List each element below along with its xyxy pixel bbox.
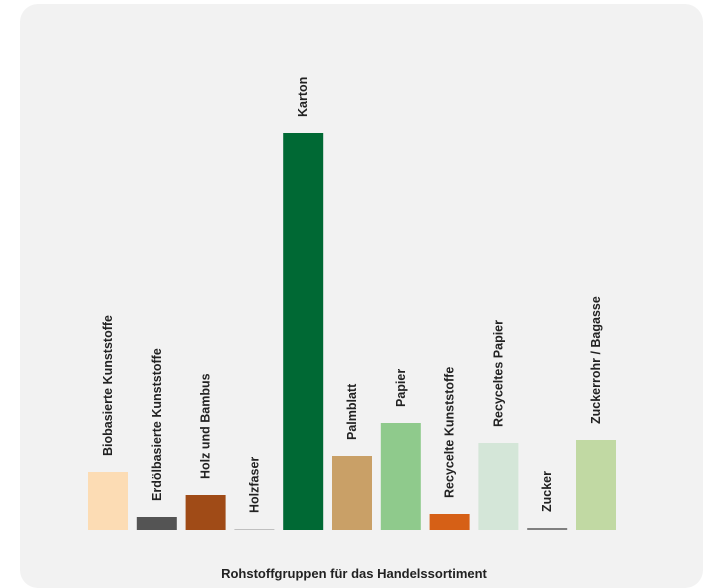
- bar-label-4: Karton: [296, 77, 310, 117]
- bar-9: [527, 528, 568, 530]
- bar-label-9: Zucker: [540, 471, 554, 512]
- bar-0: [88, 472, 128, 530]
- bar-label-7: Recycelte Kunststoffe: [443, 367, 457, 498]
- bar-label-0: Biobasierte Kunststoffe: [101, 315, 115, 456]
- bar-8: [478, 443, 519, 530]
- bar-label-8: Recyceltes Papier: [491, 320, 505, 427]
- bar-10: [576, 440, 616, 530]
- bar-label-3: Holzfaser: [247, 457, 261, 513]
- bar-6: [380, 423, 421, 530]
- bar-label-5: Palmblatt: [345, 383, 359, 440]
- bar-4: [283, 133, 324, 530]
- bar-1: [136, 517, 177, 530]
- bar-labels-group: Biobasierte Kunststoffe Erdölbasierte Kun…: [101, 77, 603, 513]
- bar-label-10: Zuckerrohr / Bagasse: [589, 296, 603, 424]
- bars-group: [88, 133, 616, 530]
- bar-label-1: Erdölbasierte Kunststoffe: [150, 348, 164, 501]
- bar-label-6: Papier: [394, 369, 408, 407]
- bar-7: [429, 514, 470, 530]
- x-axis-title: Rohstoffgruppen für das Handelssortiment: [221, 566, 487, 581]
- bar-label-2: Holz und Bambus: [199, 373, 213, 479]
- bar-3: [234, 529, 275, 530]
- bar-5: [332, 456, 372, 530]
- bar-2: [185, 495, 226, 530]
